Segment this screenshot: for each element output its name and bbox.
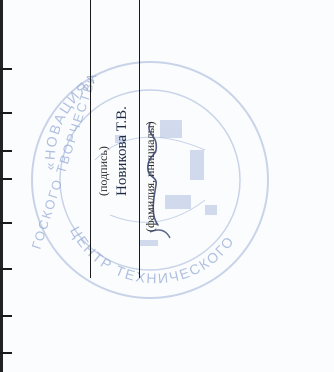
table-rule <box>0 150 12 152</box>
stamp-text-bottom: ЦЕНТР ТЕХНИЧЕСКОГО <box>67 224 235 287</box>
signature-line <box>90 0 91 278</box>
table-rule <box>0 68 12 70</box>
svg-text:«НОВАЦИЯ»: «НОВАЦИЯ» <box>41 71 100 171</box>
name-line <box>139 0 140 278</box>
signatory-name: Новикова Т.В. <box>114 106 130 196</box>
page-left-border <box>0 0 3 372</box>
table-rule <box>0 268 12 270</box>
table-rule <box>0 178 12 180</box>
name-caption: (фамилия, инициалы) <box>143 121 157 232</box>
table-rule <box>0 315 12 317</box>
table-rule <box>0 352 12 354</box>
table-rule <box>0 112 12 114</box>
stamp-text-top: «НОВАЦИЯ» <box>41 71 98 171</box>
table-rule <box>0 222 12 224</box>
signature-caption: (подпись) <box>96 146 110 196</box>
svg-text:ЦЕНТР ТЕХНИЧЕСКОГО: ЦЕНТР ТЕХНИЧЕСКОГО <box>67 224 237 287</box>
